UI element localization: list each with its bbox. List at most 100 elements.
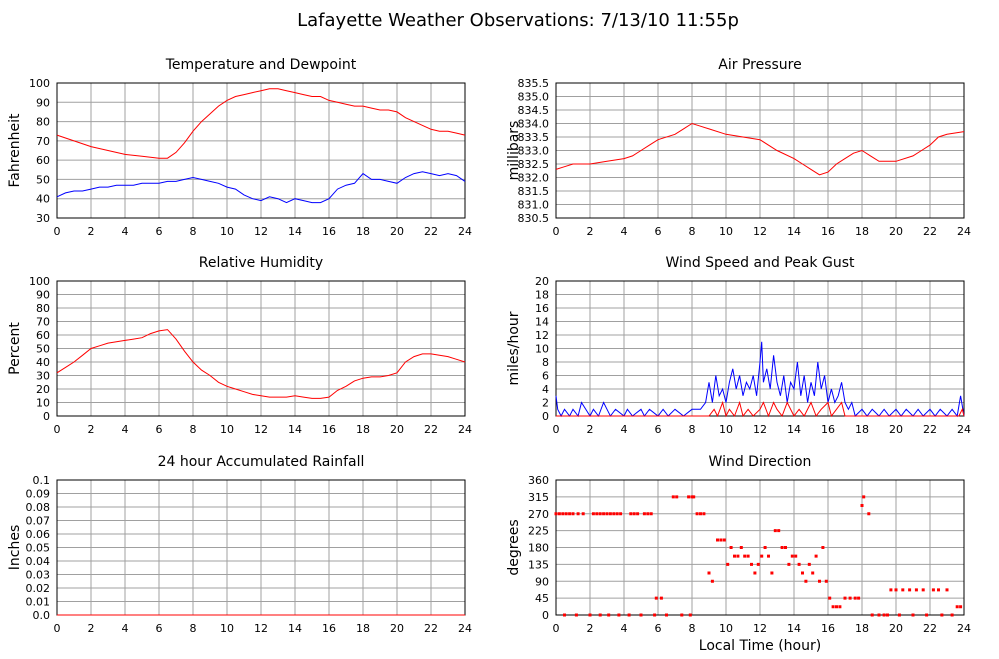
rain-ytick-label: 0.02 (26, 582, 51, 595)
direction-point (636, 512, 640, 516)
direction-point (911, 613, 915, 617)
direction-point (860, 504, 864, 507)
direction-point (763, 546, 767, 549)
humidity-xtick-label: 0 (54, 423, 61, 436)
humidity-ytick-label: 80 (36, 302, 50, 315)
temp-ytick-label: 40 (36, 193, 50, 206)
direction-xtick-label: 10 (719, 622, 733, 635)
pressure-series-red-line (555, 122, 965, 176)
direction-point (680, 613, 684, 617)
direction-point (739, 546, 743, 549)
wind-ytick-label: 4 (542, 383, 549, 396)
rain-xtick-label: 8 (190, 622, 197, 635)
direction-ytick-label: 135 (528, 558, 549, 571)
humidity-xtick-label: 6 (156, 423, 163, 436)
direction-point (568, 512, 572, 516)
direction-ytick-label: 360 (528, 474, 549, 487)
rain-ytick-label: 0.08 (26, 501, 51, 514)
wind-ytick-label: 6 (542, 370, 549, 383)
rain-xtick-label: 0 (54, 622, 61, 635)
rain-xtick-label: 10 (220, 622, 234, 635)
humidity-ytick-label: 60 (36, 329, 50, 342)
humidity-y-axis-label: Percent (7, 322, 23, 375)
direction-xtick-label: 8 (689, 622, 696, 635)
humidity-ytick-label: 50 (36, 343, 50, 356)
humidity-xtick-label: 8 (190, 423, 197, 436)
wind-chart-title: Wind Speed and Peak Gust (666, 255, 855, 271)
temp-xtick-label: 20 (390, 225, 404, 238)
direction-point (773, 529, 777, 533)
direction-point (940, 613, 944, 617)
direction-point (619, 512, 623, 516)
pressure-chart-title: Air Pressure (718, 57, 801, 73)
humidity-xtick-label: 4 (122, 423, 129, 436)
humidity-xtick-label: 10 (220, 423, 234, 436)
direction-point (719, 538, 723, 542)
direction-xtick-label: 24 (957, 622, 971, 635)
humidity-ytick-label: 40 (36, 356, 50, 369)
direction-xtick-label: 16 (821, 622, 835, 635)
direction-point (743, 554, 747, 558)
wind-xtick-label: 20 (889, 423, 903, 436)
direction-plot-frame (555, 479, 965, 616)
rain-ytick-label: 0.05 (26, 542, 51, 555)
direction-point (642, 512, 646, 516)
pressure-ytick-label: 835.5 (518, 77, 550, 90)
rain-y-axis-label: Inches (7, 525, 23, 570)
wind-ytick-label: 14 (535, 316, 549, 329)
direction-point (931, 588, 935, 592)
wind-ytick-label: 8 (542, 356, 549, 369)
rain-ytick-label: 0.09 (26, 488, 51, 501)
temp-xtick-label: 0 (54, 225, 61, 238)
temp-xtick-label: 10 (220, 225, 234, 238)
pressure-y-axis-label: millibars (506, 121, 522, 181)
direction-point (695, 512, 699, 516)
direction-point (790, 554, 794, 558)
direction-point (561, 512, 565, 516)
direction-ytick-label: 0 (542, 609, 549, 622)
pressure-xtick-label: 22 (923, 225, 937, 238)
direction-point (959, 605, 963, 609)
pressure-ytick-label: 834.5 (518, 104, 550, 117)
temp-series-red-line (56, 88, 466, 159)
direction-ytick-label: 225 (528, 525, 549, 538)
rain-xtick-label: 18 (356, 622, 370, 635)
temp-xtick-label: 14 (288, 225, 302, 238)
humidity-plot-frame (56, 280, 466, 417)
direction-point (564, 512, 568, 516)
direction-point (746, 554, 750, 558)
direction-point (646, 512, 650, 516)
direction-point (557, 512, 561, 516)
direction-point (908, 588, 912, 592)
direction-point (574, 613, 578, 617)
direction-point (901, 588, 905, 592)
temp-xtick-label: 18 (356, 225, 370, 238)
direction-point (867, 512, 871, 516)
wind-xtick-label: 18 (855, 423, 869, 436)
direction-point (602, 512, 606, 516)
direction-xtick-label: 0 (553, 622, 560, 635)
direction-point (750, 562, 753, 566)
direction-xtick-label: 12 (753, 622, 767, 635)
wind-y-axis-label: miles/hour (506, 311, 522, 385)
direction-point (726, 562, 730, 566)
temp-ytick-label: 80 (36, 116, 50, 129)
pressure-xtick-label: 4 (621, 225, 628, 238)
rain-xtick-label: 14 (288, 622, 302, 635)
humidity-xtick-label: 16 (322, 423, 336, 436)
direction-point (753, 571, 757, 575)
direction-point (598, 613, 602, 617)
direction-point (862, 495, 866, 499)
direction-ytick-label: 180 (528, 542, 549, 555)
rain-ytick-label: 0.1 (33, 474, 51, 487)
temp-ytick-label: 60 (36, 154, 50, 167)
direction-point (870, 613, 874, 617)
wind-xtick-label: 22 (923, 423, 937, 436)
direction-point (760, 554, 764, 558)
humidity-xtick-label: 12 (254, 423, 268, 436)
direction-point (554, 512, 558, 516)
direction-xtick-label: 4 (621, 622, 628, 635)
direction-xtick-label: 2 (587, 622, 594, 635)
rain-ytick-label: 0.03 (26, 569, 51, 582)
pressure-xtick-label: 6 (655, 225, 662, 238)
